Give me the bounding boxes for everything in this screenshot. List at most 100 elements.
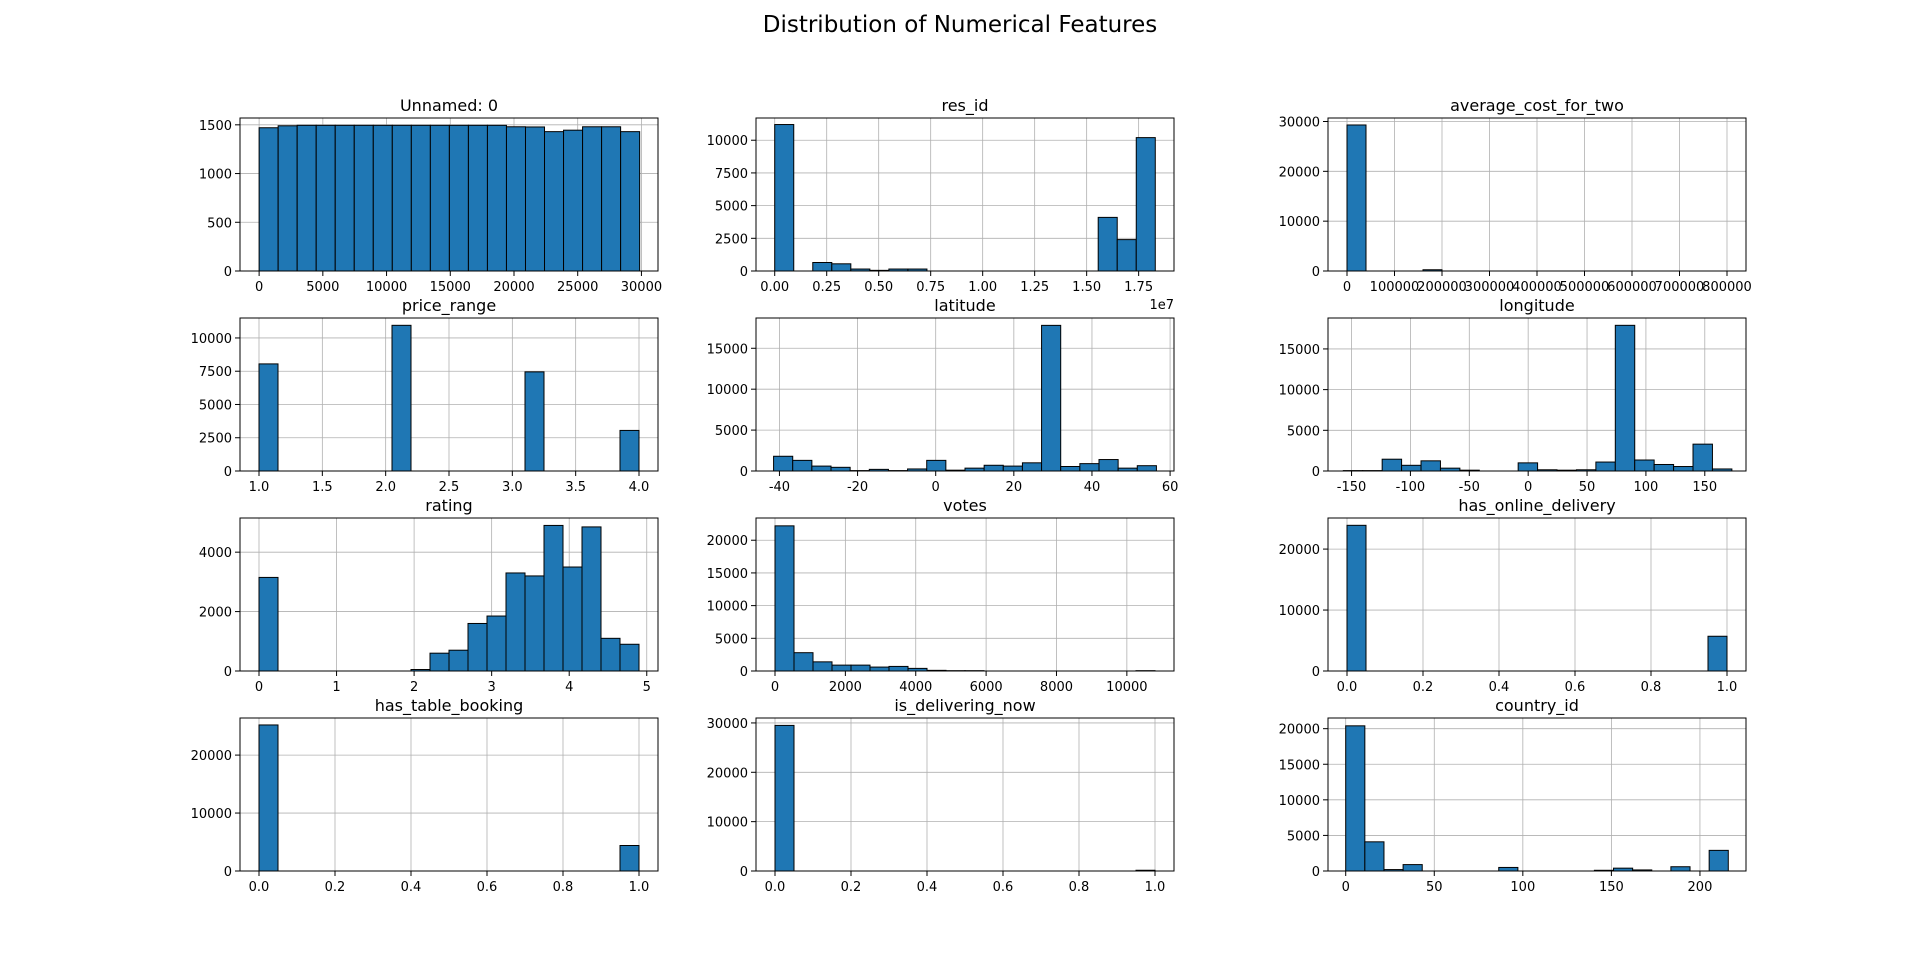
subplot-3-xtick-label-0: 0 (1343, 280, 1351, 295)
subplot-12-xtick-label-1: 50 (1426, 880, 1443, 895)
subplot-12-xtick-label-4: 200 (1688, 880, 1713, 895)
subplot-4: 1.0 1.5 2.0 2.5 3.0 3.5 4.0 0 2500 5000 7500 10000 p… (191, 296, 659, 495)
subplot-6-xtick-label-5: 100 (1634, 480, 1659, 495)
subplot-6-xtick-label-4: 50 (1579, 480, 1596, 495)
subplot-1-bar-11 (448, 124, 469, 272)
subplot-11-xtick-label-0: 0.0 (765, 880, 786, 895)
subplot-4-xtick-label-0: 1.0 (249, 480, 270, 495)
subplot-7-xtick-label-3: 3 (488, 680, 496, 695)
subplot-8-frame (755, 517, 1175, 672)
subplot-3-xtick-label-3: 300000 (1465, 280, 1515, 295)
subplot-4-bar-8 (391, 324, 412, 472)
subplot-5-bar-16 (1060, 466, 1081, 472)
subplot-12-xtick-label-3: 150 (1599, 880, 1624, 895)
subplot-1-bar-14 (505, 126, 526, 272)
subplot-3-ytick-label-2: 20000 (1279, 165, 1320, 180)
subplot-2-ytick-label-4: 10000 (707, 134, 748, 149)
subplot-11-ytick-label-3: 30000 (707, 717, 748, 732)
subplot-6-xtick-label-2: -50 (1459, 480, 1480, 495)
subplot-9-bar-20 (1707, 635, 1728, 672)
subplot-5-xtick-label-3: 20 (1006, 480, 1023, 495)
subplot-12-bar-20 (1708, 849, 1729, 872)
subplot-12-bar-2 (1364, 841, 1385, 872)
subplot-8-xtick-label-4: 8000 (1040, 680, 1073, 695)
subplot-6-bar-18 (1673, 466, 1694, 472)
subplot-7-bar-18 (581, 526, 602, 672)
subplot-3-bar-1 (1346, 124, 1367, 272)
subplot-6-bar-10 (1517, 462, 1539, 472)
subplot-5-ytick-label-1: 5000 (715, 424, 748, 439)
subplot-6-bar-4 (1401, 464, 1422, 472)
subplot-6-frame (1327, 317, 1747, 472)
subplot-8-bar-6 (869, 666, 890, 672)
subplot-6-xtick-label-6: 150 (1692, 480, 1717, 495)
subplot-6-xtick-label-3: 0 (1524, 480, 1532, 495)
subplot-4-ytick-label-1: 2500 (199, 432, 232, 447)
subplot-9: 0.0 0.2 0.4 0.6 0.8 1.0 0 10000 20000 has_online_… (1279, 496, 1747, 695)
subplot-11-xtick-label-3: 0.6 (993, 880, 1014, 895)
subplot-1-bar-10 (429, 124, 450, 272)
subplot-8-bar-5 (850, 664, 871, 672)
subplot-5-xtick-label-1: -20 (847, 480, 868, 495)
subplot-3-ytick-label-0: 0 (1312, 265, 1320, 280)
subplot-1-ytick-label-0: 0 (224, 265, 232, 280)
subplot-1-bar-5 (334, 124, 355, 272)
subplot-2-xtick-label-7: 1.75 (1124, 280, 1153, 295)
subplot-11-ytick-label-0: 0 (740, 865, 748, 880)
subplot-7-bar-10 (429, 652, 450, 672)
subplot-5-xtick-label-0: -40 (769, 480, 790, 495)
subplot-4-ytick-label-0: 0 (224, 465, 232, 480)
subplot-6-ytick-label-3: 15000 (1279, 343, 1320, 358)
subplot-11-bar-1 (774, 724, 795, 872)
subplot-2-ytick-label-3: 7500 (715, 167, 748, 182)
subplot-3-xtick-label-2: 200000 (1417, 280, 1467, 295)
subplot-6-bar-14 (1595, 461, 1616, 472)
subplot-1-title: Unnamed: 0 (400, 96, 498, 115)
subplot-9-ytick-label-1: 10000 (1279, 604, 1320, 619)
subplot-7-xtick-label-1: 1 (332, 680, 340, 695)
subplot-7-title: rating (425, 496, 472, 515)
subplot-6-bar-19 (1692, 443, 1713, 472)
subplot-8-bar-7 (888, 665, 909, 672)
subplot-8-bar-2 (793, 652, 814, 672)
subplot-2-xtick-label-1: 0.25 (812, 280, 841, 295)
subplot-5-bar-20 (1136, 465, 1157, 472)
subplot-2-xtick-label-6: 1.50 (1072, 280, 1101, 295)
subplot-5-xtick-label-4: 40 (1084, 480, 1101, 495)
subplot-4-ytick-label-3: 7500 (199, 365, 232, 380)
subplot-5-ytick-label-0: 0 (740, 465, 748, 480)
subplot-12: 0 50 100 150 200 0 5000 10000 15000 20000 country_… (1279, 696, 1747, 895)
subplot-1-bar-6 (353, 124, 374, 272)
subplot-8-bar-3 (812, 661, 833, 672)
subplot-11-frame (755, 717, 1175, 872)
subplot-6-xtick-label-0: -150 (1337, 480, 1367, 495)
subplot-1-xtick-label-2: 10000 (366, 280, 407, 295)
subplot-9-frame (1327, 517, 1747, 672)
subplot-2-xtick-label-0: 0.00 (760, 280, 789, 295)
subplot-7-bar-19 (600, 637, 621, 672)
subplot-4-xtick-label-6: 4.0 (629, 480, 650, 495)
subplot-5-bar-17 (1079, 463, 1100, 472)
subplot-3-xtick-label-6: 600000 (1607, 280, 1657, 295)
subplot-5-bar-1 (773, 455, 794, 472)
subplot-12-xtick-label-0: 0 (1342, 880, 1350, 895)
subplot-11-ytick-label-1: 10000 (707, 816, 748, 831)
subplot-3-xtick-label-8: 800000 (1702, 280, 1752, 295)
subplot-5-xtick-label-2: 0 (932, 480, 940, 495)
subplot-8-title: votes (943, 496, 987, 515)
subplot-5-bar-15 (1041, 324, 1062, 472)
subplot-7-xtick-label-2: 2 (410, 680, 418, 695)
subplot-8-xtick-label-5: 10000 (1106, 680, 1147, 695)
subplot-6-bar-3 (1381, 458, 1403, 472)
subplot-12-bar-4 (1402, 864, 1423, 872)
subplot-7-xtick-label-0: 0 (255, 680, 263, 695)
subplot-12-ytick-label-0: 0 (1312, 865, 1320, 880)
subplot-4-xtick-label-2: 2.0 (375, 480, 396, 495)
subplot-2-xtick-label-3: 0.75 (916, 280, 945, 295)
subplot-2-bar-4 (831, 263, 852, 272)
subplot-5-ytick-label-3: 15000 (707, 342, 748, 357)
subplot-10-ytick-label-0: 0 (224, 865, 232, 880)
subplot-8-xtick-label-2: 4000 (899, 680, 932, 695)
subplot-1-ytick-label-1: 500 (207, 216, 232, 231)
subplot-10-ytick-label-2: 20000 (191, 749, 232, 764)
